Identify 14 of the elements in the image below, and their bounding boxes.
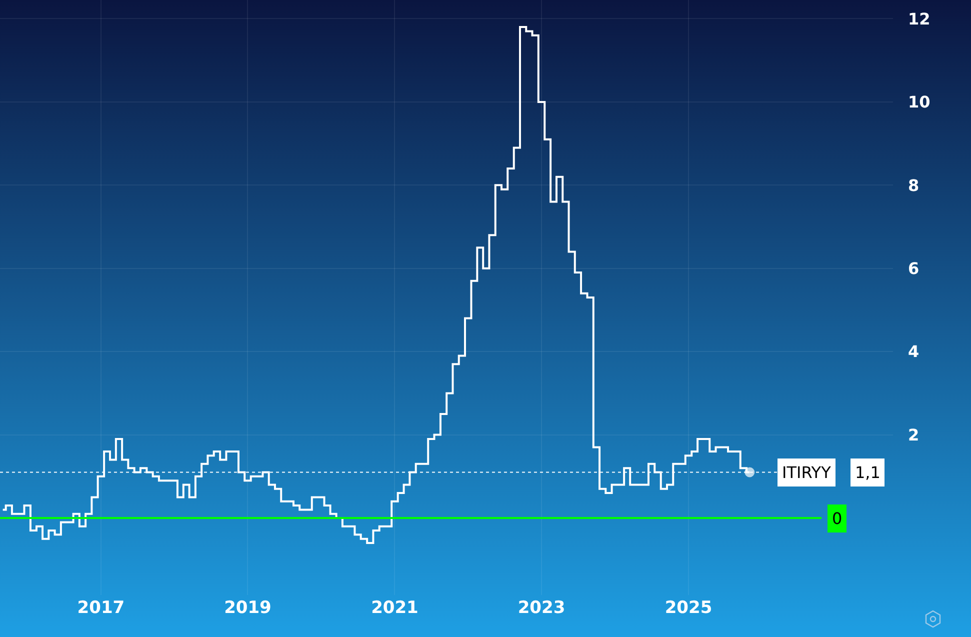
y-tick-label: 6 — [908, 258, 920, 278]
y-tick-label: 2 — [908, 425, 920, 444]
x-tick-label: 2025 — [664, 598, 712, 618]
x-tick-label: 2019 — [224, 598, 272, 618]
ref-line-label: 1,1 — [855, 463, 880, 482]
ref-line-label: 0 — [832, 509, 842, 528]
series-label: ITIRYY — [782, 463, 832, 482]
y-tick-label: 8 — [908, 176, 920, 195]
x-tick-label: 2021 — [371, 598, 418, 618]
y-tick-label: 12 — [908, 9, 930, 28]
x-tick-label: 2017 — [77, 598, 125, 618]
x-tick-label: 2023 — [518, 598, 566, 618]
y-tick-label: 4 — [908, 342, 920, 362]
y-tick-label: 10 — [908, 92, 930, 112]
